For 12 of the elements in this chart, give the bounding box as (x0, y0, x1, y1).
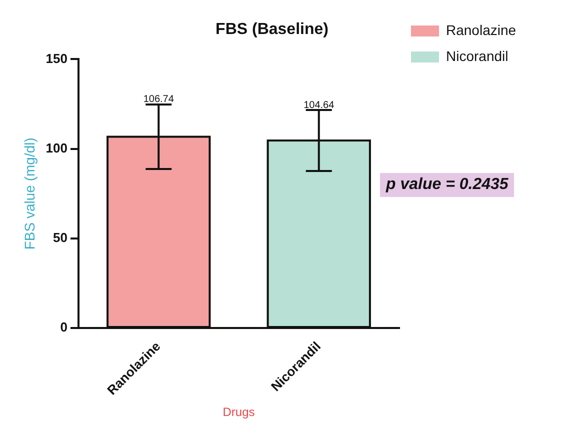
data-label: 106.74 (143, 94, 174, 106)
legend-label: Ranolazine (446, 22, 516, 38)
y-tick-label: 50 (53, 230, 68, 246)
y-tick-label: 0 (60, 320, 68, 335)
y-axis-title: FBS value (mg/dl) (21, 138, 38, 250)
annotation: p value = 0.2435 (380, 173, 514, 197)
x-axis-title: Drugs (222, 405, 255, 420)
data-label: 104.64 (304, 100, 335, 111)
y-tick-label: 100 (46, 140, 68, 156)
legend-label: Nicorandil (446, 48, 508, 64)
y-tick-label: 150 (46, 50, 68, 66)
chart-title: FBS (Baseline) (216, 21, 328, 38)
